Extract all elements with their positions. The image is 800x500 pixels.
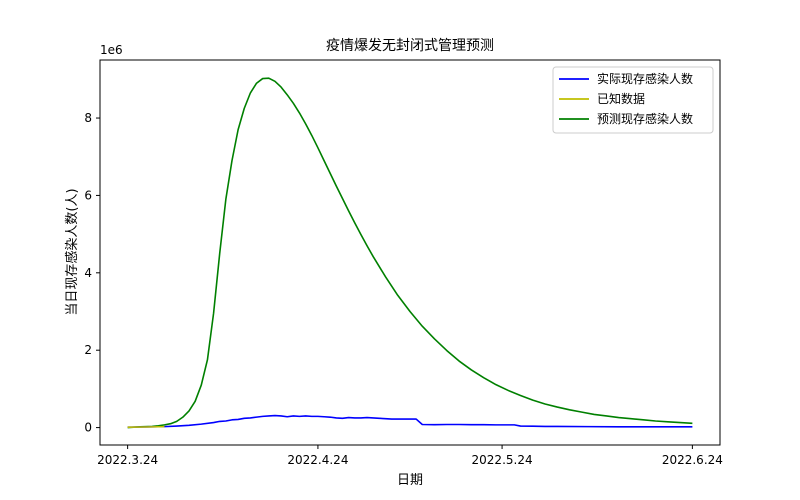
- x-tick-label-0: 2022.3.24: [97, 453, 158, 467]
- y-tick-label-4: 8: [84, 111, 92, 125]
- y-axis-label: 当日现存感染人数(人): [64, 188, 80, 315]
- y-tick-label-0: 0: [84, 421, 92, 435]
- x-axis-label: 日期: [397, 473, 423, 488]
- x-tick-label-1: 2022.4.24: [287, 453, 348, 467]
- legend-box: [552, 66, 714, 134]
- x-axis-ticks: 2022.3.24 2022.4.24 2022.5.24 2022.6.24: [97, 445, 723, 467]
- y-axis-ticks: 0 2 4 6 8: [84, 111, 100, 435]
- series-line-0: [127, 414, 693, 428]
- chart-title: 疫情爆发无封闭式管理预测: [326, 38, 494, 54]
- series-line-2: [127, 77, 693, 429]
- y-multiplier-label: 1e6: [100, 43, 123, 57]
- x-tick-label-3: 2022.6.24: [662, 453, 723, 467]
- y-tick-label-2: 4: [84, 266, 92, 280]
- y-tick-label-1: 2: [84, 343, 92, 357]
- series-lines: [127, 77, 693, 429]
- legend-label-0: 实际现存感染人数: [597, 71, 693, 86]
- x-tick-label-2: 2022.5.24: [472, 453, 533, 467]
- legend-label-1: 已知数据: [597, 91, 645, 106]
- series-line-1: [127, 425, 165, 428]
- legend-label-2: 预测现存感染人数: [597, 111, 693, 126]
- plot-frame: [99, 59, 721, 446]
- y-tick-label-3: 6: [84, 188, 92, 202]
